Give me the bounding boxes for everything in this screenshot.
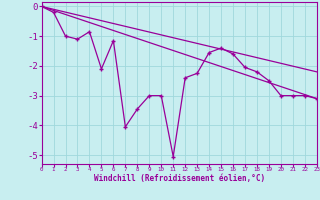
X-axis label: Windchill (Refroidissement éolien,°C): Windchill (Refroidissement éolien,°C): [94, 174, 265, 183]
